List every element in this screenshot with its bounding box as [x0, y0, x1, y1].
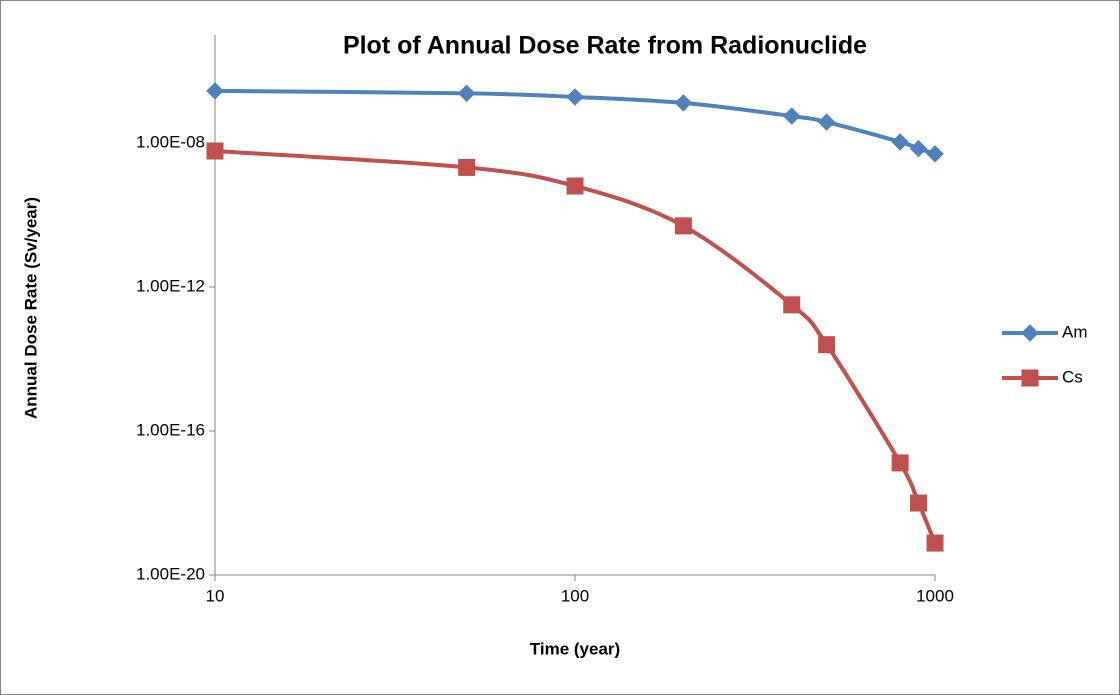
y-tick-label: 1.00E-16	[136, 420, 205, 439]
y-tick-label: 1.00E-20	[136, 564, 205, 583]
data-point	[817, 113, 836, 131]
x-tick-label: 10	[206, 586, 225, 605]
data-point	[909, 139, 928, 158]
legend-marker	[1021, 369, 1039, 387]
data-point	[926, 534, 944, 552]
data-point	[910, 494, 928, 512]
data-point	[891, 133, 909, 151]
data-point	[891, 454, 909, 472]
data-point	[783, 296, 801, 314]
data-point	[457, 84, 476, 103]
x-tick-label: 100	[561, 586, 589, 605]
y-axis-title: Annual Dose Rate (Sv/year)	[21, 197, 40, 419]
data-point	[206, 82, 224, 100]
data-point	[206, 142, 224, 160]
data-point	[783, 107, 801, 125]
data-point	[674, 217, 692, 235]
data-point	[458, 158, 476, 176]
data-point	[926, 145, 944, 163]
data-point	[566, 88, 584, 106]
data-point	[674, 94, 693, 112]
y-tick-label: 1.00E-12	[136, 276, 205, 295]
data-point	[566, 177, 584, 195]
data-point	[818, 336, 836, 354]
legend-marker	[1021, 324, 1039, 342]
chart-title: Plot of Annual Dose Rate from Radionucli…	[343, 32, 867, 60]
x-tick-label: 1000	[916, 586, 954, 605]
legend-label: Am	[1062, 322, 1088, 341]
x-axis-title: Time (year)	[530, 639, 620, 658]
y-tick-label: 1.00E-08	[136, 132, 205, 151]
legend-label: Cs	[1062, 367, 1083, 386]
